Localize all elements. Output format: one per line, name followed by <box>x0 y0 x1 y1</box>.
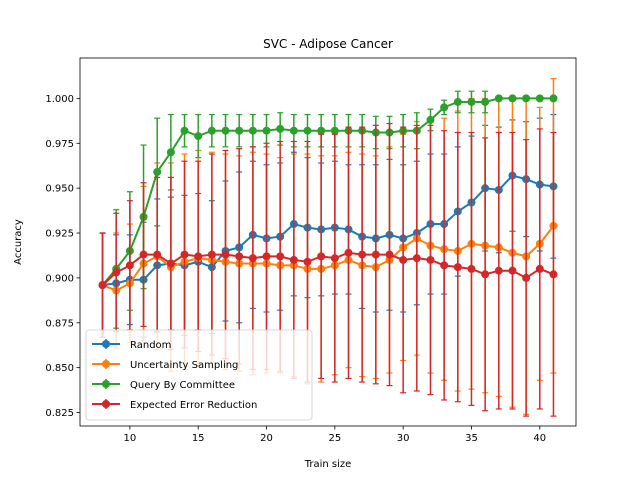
data-point <box>426 115 435 124</box>
series-line <box>101 251 554 286</box>
x-tick-label: 10 <box>124 433 137 444</box>
data-point <box>235 126 244 135</box>
series-layer <box>98 78 558 417</box>
data-point <box>522 94 531 103</box>
data-point <box>180 126 189 135</box>
legend-marker <box>102 380 110 388</box>
x-tick-label: 35 <box>465 433 478 444</box>
data-point <box>98 281 107 290</box>
legend-marker <box>102 340 110 348</box>
data-point <box>453 97 462 106</box>
data-point <box>330 126 339 135</box>
data-point <box>440 261 449 270</box>
data-point <box>194 132 203 141</box>
data-point <box>289 255 298 264</box>
series-line <box>101 97 554 286</box>
data-point <box>440 103 449 112</box>
data-point <box>549 270 558 279</box>
series-line <box>102 225 555 292</box>
data-point <box>207 250 216 259</box>
x-axis-label: Train size <box>304 459 352 470</box>
chart-title: SVC - Adipose Cancer <box>263 37 393 51</box>
y-tick-label: 0.875 <box>45 318 74 329</box>
data-point <box>125 261 134 270</box>
x-tick-label: 15 <box>192 433 205 444</box>
legend-label: Query By Committee <box>130 380 235 391</box>
data-point <box>508 94 517 103</box>
data-point <box>153 250 162 259</box>
data-point <box>221 250 230 259</box>
data-point <box>549 94 558 103</box>
data-point <box>535 94 544 103</box>
data-point <box>494 94 503 103</box>
y-tick-label: 1.000 <box>45 94 74 105</box>
data-point <box>399 255 408 264</box>
data-point <box>221 126 230 135</box>
legend-label: Expected Error Reduction <box>130 400 257 411</box>
legend: Random Uncertainty Sampling Query By Commi… <box>85 329 313 421</box>
y-axis: 0.825 0.850 0.875 0.900 0.925 0.950 0.975 1.000 <box>45 94 80 419</box>
data-point <box>276 124 285 133</box>
data-point <box>166 259 175 268</box>
data-point <box>453 263 462 272</box>
data-point <box>303 126 312 135</box>
data-point <box>248 254 257 263</box>
legend-label: Uncertainty Sampling <box>130 360 238 371</box>
y-tick-label: 0.950 <box>45 184 74 195</box>
data-point <box>371 250 380 259</box>
x-axis: 10 15 20 25 30 35 40 <box>124 426 546 444</box>
data-point <box>317 252 326 261</box>
data-point <box>248 126 257 135</box>
legend-label: Random <box>130 340 171 351</box>
data-point <box>180 250 189 259</box>
y-tick-label: 0.975 <box>45 139 74 150</box>
data-point <box>139 250 148 259</box>
data-point <box>508 266 517 275</box>
x-tick-label: 30 <box>397 433 410 444</box>
legend-marker <box>102 360 110 368</box>
data-point <box>262 126 271 135</box>
y-tick-label: 0.925 <box>45 229 74 240</box>
data-point <box>481 270 490 279</box>
y-tick-label: 0.825 <box>45 408 74 419</box>
y-axis-label: Accuracy <box>13 219 24 265</box>
data-point <box>522 273 531 282</box>
data-point <box>153 167 162 176</box>
legend-marker <box>102 400 110 408</box>
y-tick-label: 0.900 <box>45 273 74 284</box>
data-point <box>358 250 367 259</box>
data-point <box>276 252 285 261</box>
y-tick-label: 0.850 <box>45 363 74 374</box>
plot-frame <box>79 57 577 427</box>
data-point <box>467 97 476 106</box>
data-point <box>289 126 298 135</box>
data-point <box>330 254 339 263</box>
x-tick-label: 20 <box>260 433 273 444</box>
data-point <box>235 252 244 261</box>
data-point <box>385 250 394 259</box>
data-point <box>494 266 503 275</box>
data-point <box>412 254 421 263</box>
data-point <box>166 148 175 157</box>
legend-frame <box>85 329 313 421</box>
data-point <box>467 264 476 273</box>
data-point <box>303 257 312 266</box>
x-tick-label: 40 <box>533 433 546 444</box>
data-point <box>344 248 353 257</box>
x-tick-label: 25 <box>328 433 341 444</box>
data-point <box>426 255 435 264</box>
data-point <box>262 252 271 261</box>
data-point <box>317 126 326 135</box>
data-point <box>207 126 216 135</box>
data-point <box>481 97 490 106</box>
data-point <box>535 264 544 273</box>
data-point <box>194 252 203 261</box>
data-point <box>112 268 121 277</box>
